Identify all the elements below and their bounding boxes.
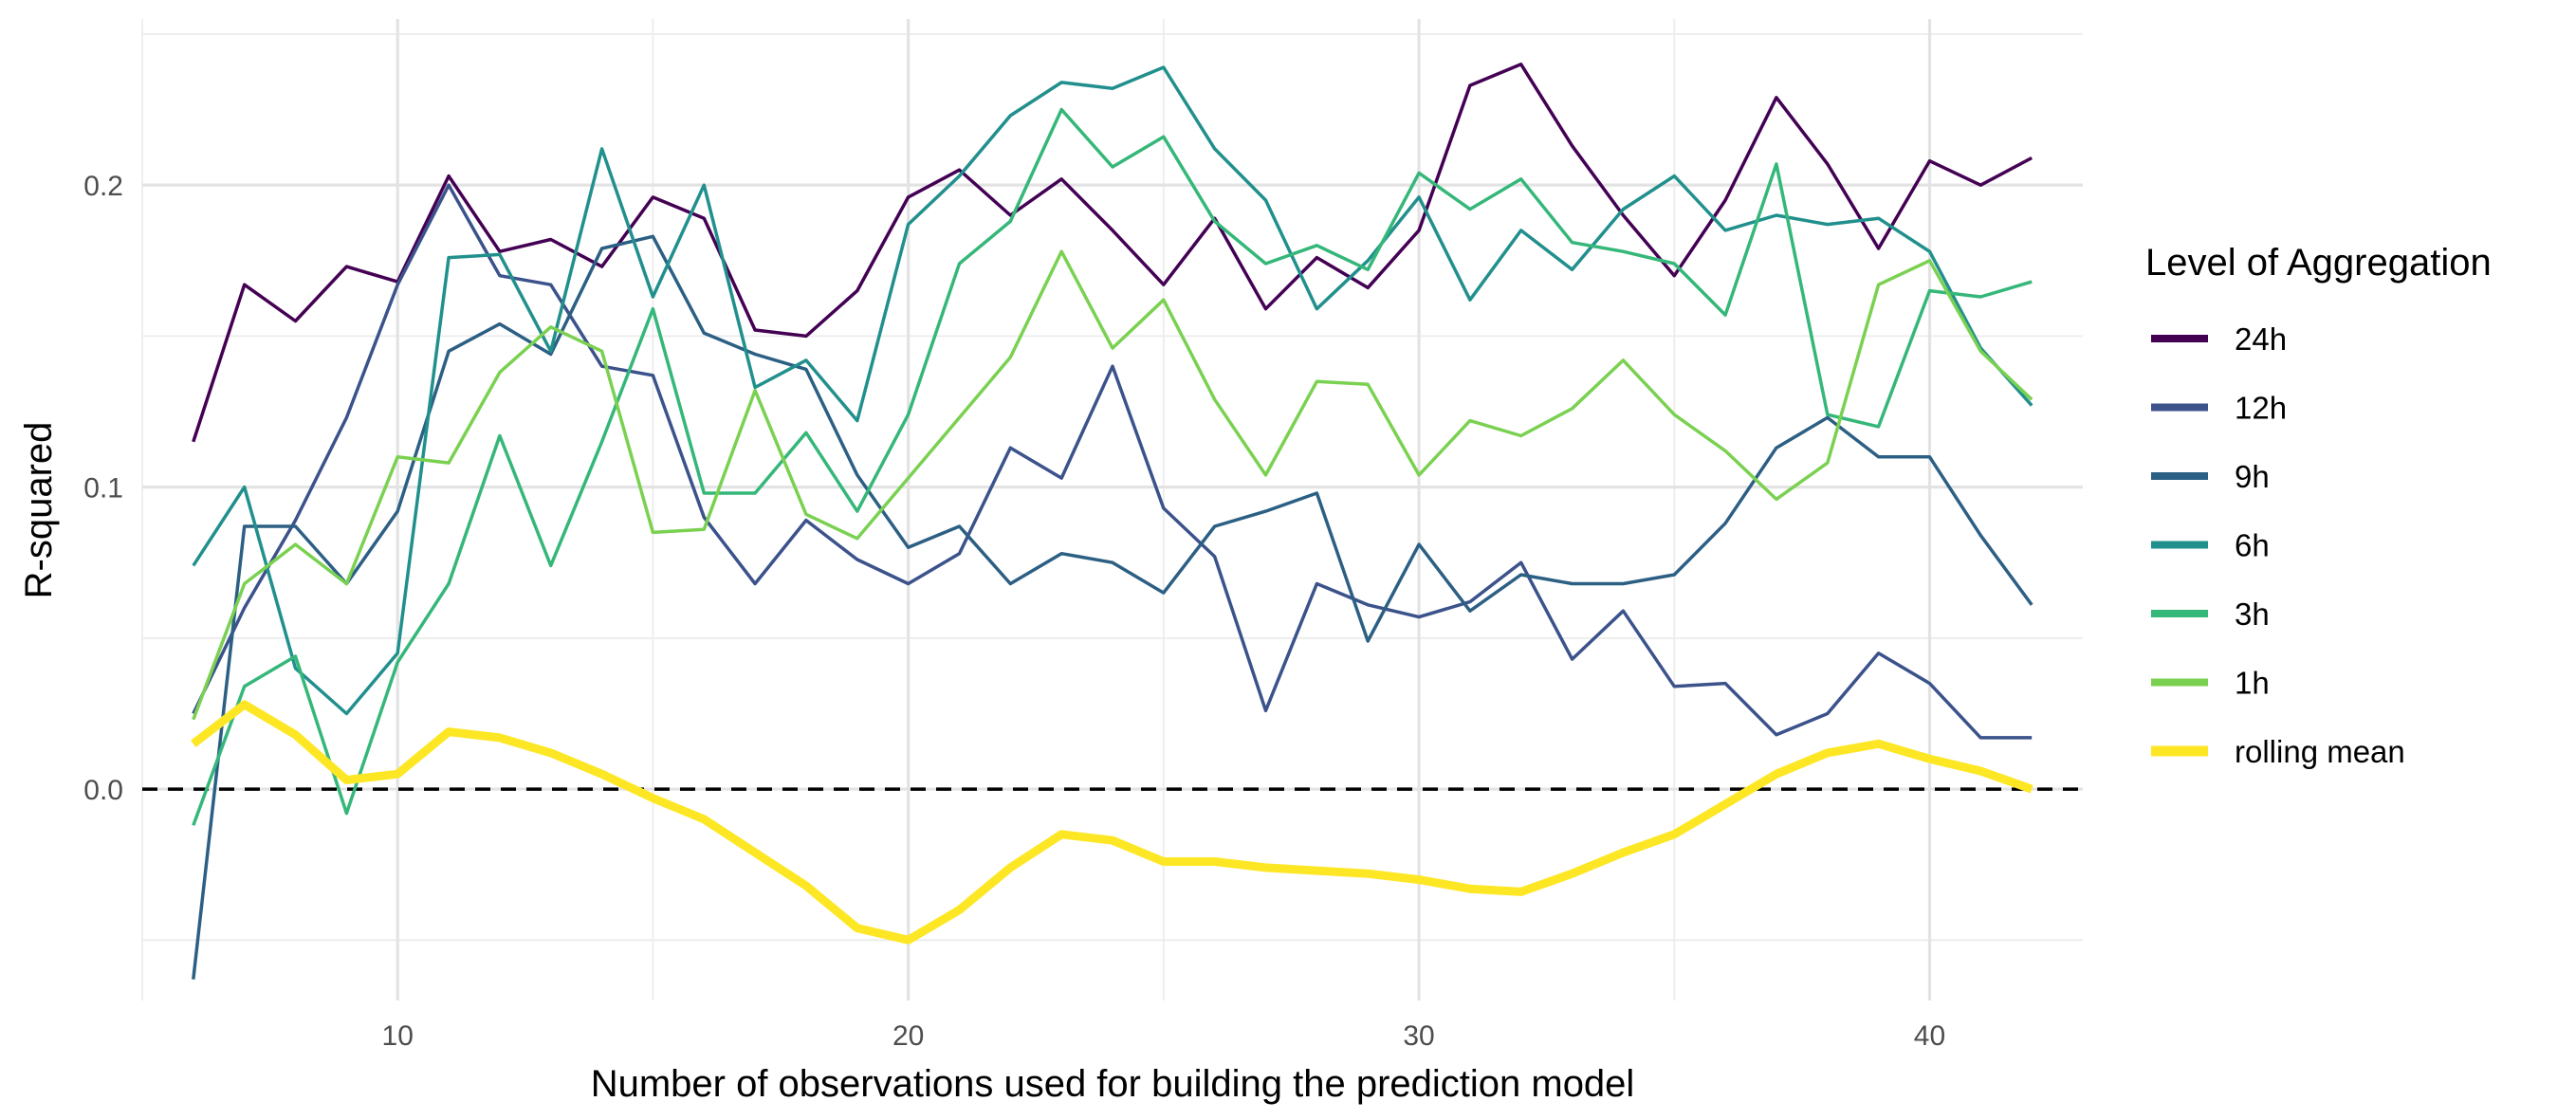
- x-axis-title: Number of observations used for building…: [591, 1063, 1635, 1105]
- legend-label-1h: 1h: [2235, 666, 2270, 701]
- legend-label-3h: 3h: [2235, 597, 2270, 632]
- x-tick-label: 30: [1403, 1020, 1434, 1052]
- series-line-12h: [192, 183, 2033, 740]
- series-layer: [191, 63, 2033, 980]
- legend-items: 24h 12h 9h 6h 3h 1h rolling mean: [2151, 321, 2405, 769]
- series-line-9h: [192, 234, 2033, 980]
- series-line-rolling-mean: [191, 700, 2033, 945]
- x-tick-label: 10: [382, 1020, 414, 1052]
- minor-gridlines: [141, 19, 2083, 1001]
- legend-label-12h: 12h: [2235, 391, 2287, 426]
- x-tick-label: 20: [892, 1020, 924, 1052]
- legend: Level of Aggregation 24h 12h 9h 6h 3h 1h rolli…: [2145, 242, 2492, 769]
- series-line-6h: [192, 65, 2033, 716]
- y-tick-label: 0.0: [83, 775, 123, 806]
- legend-label-24h: 24h: [2235, 321, 2287, 357]
- y-axis-title: R-squared: [18, 422, 60, 599]
- series-line-24h: [192, 63, 2033, 443]
- tick-labels: 10 20 30 40 0.0 0.1 0.2: [83, 171, 1945, 1052]
- legend-label-9h: 9h: [2235, 459, 2270, 494]
- y-tick-label: 0.2: [83, 171, 123, 202]
- series-line-3h: [192, 107, 2033, 826]
- x-tick-label: 40: [1914, 1020, 1945, 1052]
- legend-label-rolling-mean: rolling mean: [2235, 734, 2405, 769]
- series-line-1h: [192, 249, 2033, 721]
- legend-label-6h: 6h: [2235, 528, 2270, 563]
- y-tick-label: 0.1: [83, 473, 123, 505]
- legend-title: Level of Aggregation: [2145, 242, 2492, 284]
